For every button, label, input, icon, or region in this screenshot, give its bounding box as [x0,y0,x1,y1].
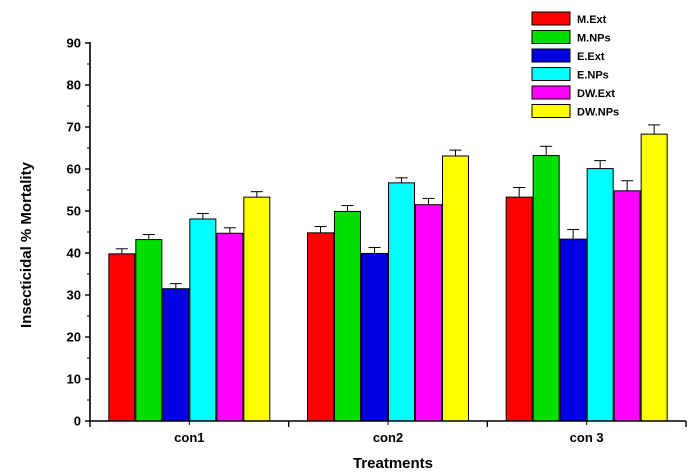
bar-dw-ext-1 [216,232,244,422]
y-axis-label: Insecticidal % Mortality [18,161,35,328]
x-axis-label: Treatments [353,455,433,472]
legend-label: E.NPs [577,70,609,82]
error-bar-e-ext-1 [169,283,182,289]
bar-m-ext-1 [108,253,136,422]
x-tick-label-1: con1 [174,430,204,445]
bar-dw-nps-3 [640,133,668,422]
error-bar-m-nps-1 [142,234,155,240]
legend-swatch [531,11,571,26]
error-bar-dw-ext-2 [422,197,435,205]
bar-e-nps-1 [189,218,217,422]
error-bar-e-nps-1 [196,213,209,219]
legend-label: M.NPs [577,33,611,45]
legend-entry-e-ext: E.Ext [531,48,605,63]
error-bar-dw-ext-1 [223,227,236,234]
legend-entry-e-nps: E.NPs [531,67,609,82]
bar-dw-ext-2 [415,204,442,422]
legend-entry-m-ext: M.Ext [531,11,607,26]
bar-m-nps-3 [532,155,560,422]
legend-label: DW.Ext [577,88,615,100]
legend-swatch [531,85,571,100]
legend-label: DW.NPs [577,107,619,119]
legend-entry-m-nps: M.NPs [531,30,611,45]
bar-dw-ext-3 [613,190,641,422]
error-bars [115,124,661,289]
tick-labels: 0 10 20 30 40 50 60 70 80 90 con1 con2 con 3 [67,36,604,446]
y-tick-label: 80 [67,78,81,93]
bar-dw-nps-2 [442,155,469,422]
bars [108,133,668,422]
legend-swatch [531,48,571,63]
legend: M.Ext M.NPs E.Ext E.NPs DW.Ext DW.NPs [531,11,619,119]
bar-m-ext-2 [307,232,334,422]
error-bar-m-nps-3 [540,145,553,156]
legend-label: M.Ext [577,14,607,26]
bar-e-ext-2 [361,252,388,422]
legend-swatch [531,30,571,44]
legend-label: E.Ext [577,51,605,63]
error-bar-dw-nps-3 [648,124,661,135]
error-bar-e-nps-3 [594,160,607,169]
y-tick-label: 60 [67,162,81,177]
y-tick-label: 10 [67,372,81,387]
legend-entry-dw-nps: DW.NPs [531,104,619,119]
legend-entry-dw-ext: DW.Ext [531,85,615,100]
error-bar-dw-nps-1 [250,191,263,198]
bar-m-nps-2 [334,210,361,422]
y-tick-label: 70 [67,120,81,135]
bar-dw-nps-1 [243,196,271,422]
x-tick-label-2: con2 [373,430,403,445]
error-bar-m-ext-1 [115,248,128,254]
bar-e-ext-1 [162,288,190,422]
bar-e-nps-3 [586,168,614,422]
y-tick-label: 0 [74,414,81,429]
error-bar-e-ext-3 [567,228,580,240]
bar-m-nps-1 [135,239,163,422]
y-tick-label: 40 [67,246,81,261]
error-bar-m-nps-2 [341,205,354,212]
bar-e-nps-2 [388,182,415,422]
legend-swatch [531,104,571,118]
axes [85,42,687,427]
error-bar-m-ext-2 [314,226,327,233]
error-bar-e-ext-2 [368,247,381,254]
error-bar-m-ext-3 [513,186,526,198]
y-tick-label: 20 [67,330,81,345]
legend-swatch [531,67,571,81]
bar-m-ext-3 [505,196,533,422]
y-tick-label: 50 [67,204,81,219]
x-tick-label-3: con 3 [570,430,604,445]
error-bar-dw-ext-3 [621,180,634,191]
bar-e-ext-3 [559,238,587,422]
error-bar-e-nps-2 [395,177,408,183]
y-tick-label: 90 [67,36,81,51]
error-bar-dw-nps-2 [449,149,462,156]
y-tick-label: 30 [67,288,81,303]
